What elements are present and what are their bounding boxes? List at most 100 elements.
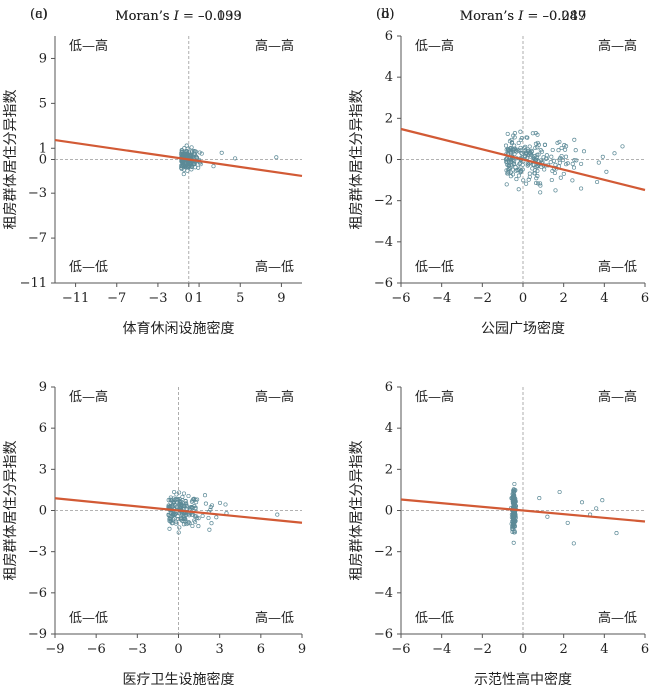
x-tick-label: 9 <box>298 642 306 657</box>
data-point <box>562 143 567 148</box>
x-tick-label: −3 <box>148 291 167 306</box>
data-point <box>532 154 537 159</box>
y-tick-label: 4 <box>385 70 393 85</box>
data-point <box>538 190 543 195</box>
data-point <box>173 521 179 526</box>
data-point <box>510 527 515 532</box>
data-point <box>518 148 523 153</box>
x-tick-label: 4 <box>600 642 608 657</box>
data-point <box>173 497 179 502</box>
data-point <box>524 181 529 186</box>
data-point <box>600 154 605 159</box>
data-point <box>211 164 216 169</box>
data-point <box>526 177 531 182</box>
x-axis-label: 示范性高中密度 <box>474 671 572 685</box>
data-point <box>183 164 188 170</box>
data-point <box>196 524 201 529</box>
data-point <box>552 170 557 176</box>
data-point <box>574 158 579 163</box>
data-point <box>191 162 196 167</box>
quadrant-label-top-left: 低—高 <box>69 389 108 405</box>
data-point <box>600 498 605 503</box>
x-tick-label: 3 <box>216 642 224 657</box>
data-point <box>571 165 577 170</box>
data-point <box>188 152 193 158</box>
data-point <box>190 523 195 529</box>
data-point <box>203 501 208 506</box>
data-point <box>184 501 189 506</box>
data-point <box>181 172 186 177</box>
data-point <box>539 164 544 170</box>
data-point <box>542 142 547 148</box>
data-point <box>176 530 181 535</box>
data-point <box>194 500 199 505</box>
data-point <box>186 520 191 525</box>
chart-title: Moran’s I = –0.089 <box>460 9 586 24</box>
data-point <box>570 161 575 166</box>
y-tick-label: 1 <box>39 141 47 156</box>
y-tick-label: 6 <box>39 421 47 436</box>
data-point <box>206 515 211 521</box>
data-point <box>538 183 543 188</box>
data-point <box>219 150 224 155</box>
data-point <box>186 493 191 499</box>
quadrant-label-bottom-right: 高—低 <box>255 259 294 275</box>
data-point <box>542 167 547 172</box>
y-tick-label: 6 <box>385 29 393 44</box>
data-point <box>192 151 197 156</box>
data-point <box>514 149 519 154</box>
chart-title: Moran’s I = –0.133 <box>115 9 241 24</box>
data-point <box>550 147 555 153</box>
data-point <box>169 513 174 518</box>
data-point <box>530 131 535 136</box>
data-point <box>187 164 192 169</box>
data-point <box>170 521 175 526</box>
data-point <box>172 516 177 521</box>
data-point <box>523 151 528 156</box>
data-point <box>579 161 584 166</box>
x-tick-label: −4 <box>432 291 451 306</box>
x-tick-label: −7 <box>107 291 126 306</box>
data-point <box>189 164 194 169</box>
y-axis-label: 租房群体居住分异指数 <box>3 441 19 581</box>
data-point <box>512 143 517 148</box>
chart-title: Moran’s I = –0.099 <box>115 9 241 24</box>
data-point <box>514 177 519 182</box>
data-point <box>198 162 203 167</box>
data-point <box>199 151 204 156</box>
data-point <box>187 505 192 510</box>
data-point <box>544 153 549 158</box>
data-point <box>181 153 186 158</box>
y-tick-label: −9 <box>28 627 47 642</box>
data-point <box>573 148 578 153</box>
data-point <box>516 140 521 146</box>
data-point <box>525 147 530 152</box>
data-point <box>170 504 175 509</box>
y-tick-label: 9 <box>39 51 47 66</box>
y-tick-label: −6 <box>374 276 393 291</box>
data-point <box>167 526 172 531</box>
data-point <box>563 147 568 152</box>
data-point <box>565 520 570 525</box>
x-tick-label: 0 <box>519 291 527 306</box>
data-point <box>503 143 509 148</box>
quadrant-label-top-right: 高—高 <box>598 38 637 54</box>
data-point <box>508 174 513 179</box>
regression-line <box>400 127 646 192</box>
y-tick-label: −11 <box>20 276 47 291</box>
data-point <box>177 490 182 495</box>
x-axis-label: 医疗卫生设施密度 <box>123 671 235 685</box>
x-axis-label: 公园广场密度 <box>481 320 565 337</box>
data-point <box>535 181 541 186</box>
panel-label: (b) <box>376 7 394 22</box>
x-tick-label: −2 <box>473 291 492 306</box>
x-tick-label: 0 <box>185 291 193 306</box>
data-point <box>524 135 529 140</box>
data-point <box>533 145 538 150</box>
data-point <box>537 496 542 501</box>
data-point <box>512 530 517 535</box>
data-point <box>511 161 516 166</box>
data-point <box>535 140 540 145</box>
data-point <box>553 188 558 193</box>
data-point <box>565 161 570 166</box>
